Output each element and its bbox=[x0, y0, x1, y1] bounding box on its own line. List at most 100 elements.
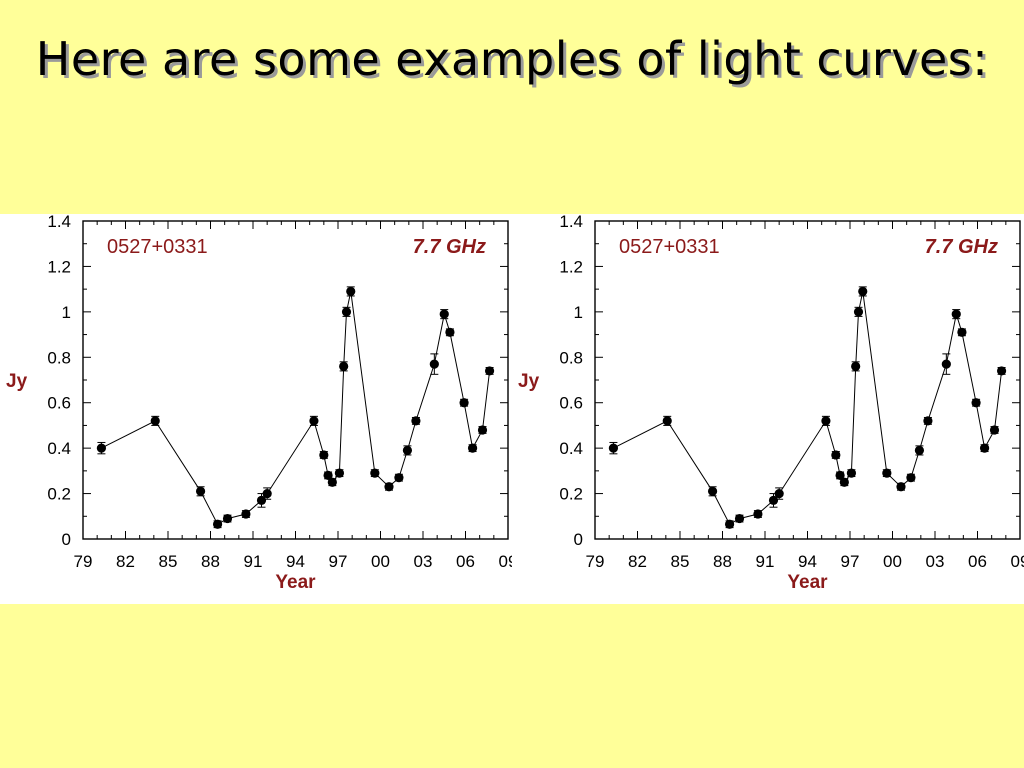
y-tick-label: 1.4 bbox=[47, 214, 71, 231]
data-point bbox=[971, 398, 981, 408]
y-tick-label: 0 bbox=[62, 530, 71, 549]
x-tick-label: 00 bbox=[371, 552, 390, 571]
data-point bbox=[319, 450, 329, 460]
data-point bbox=[262, 488, 272, 499]
x-tick-label: 88 bbox=[201, 552, 220, 571]
data-point bbox=[467, 443, 478, 453]
x-tick-label: 82 bbox=[628, 552, 647, 571]
data-point bbox=[839, 477, 849, 487]
x-tick-label: 06 bbox=[968, 552, 987, 571]
data-point bbox=[411, 416, 421, 426]
y-tick-label: 1 bbox=[62, 303, 71, 322]
source-label: 0527+0331 bbox=[619, 236, 720, 258]
data-point bbox=[914, 445, 925, 456]
data-point bbox=[774, 488, 784, 499]
x-tick-label: 85 bbox=[159, 552, 178, 571]
data-point bbox=[334, 468, 345, 478]
data-point bbox=[323, 470, 333, 480]
x-tick-label: 09 bbox=[1011, 552, 1024, 571]
data-point bbox=[853, 307, 864, 317]
data-point bbox=[906, 473, 916, 483]
data-point bbox=[256, 495, 267, 505]
data-point bbox=[394, 473, 404, 483]
data-point bbox=[402, 445, 413, 456]
x-axis-title: Year bbox=[275, 572, 316, 593]
x-tick-label: 91 bbox=[756, 552, 775, 571]
y-tick-label: 0.4 bbox=[47, 439, 71, 458]
data-point bbox=[989, 425, 1000, 435]
data-point bbox=[439, 309, 449, 319]
source-label: 0527+0331 bbox=[107, 236, 208, 258]
y-tick-label: 0.2 bbox=[559, 485, 583, 504]
data-point bbox=[477, 425, 488, 435]
x-tick-label: 03 bbox=[414, 552, 433, 571]
data-point bbox=[858, 286, 868, 297]
data-point bbox=[996, 366, 1007, 376]
data-point bbox=[882, 468, 892, 478]
series-line bbox=[101, 291, 491, 525]
y-tick-label: 0.2 bbox=[47, 485, 71, 504]
slide-title: Here are some examples of light curves: bbox=[35, 32, 989, 86]
x-tick-label: 79 bbox=[74, 552, 93, 571]
y-tick-label: 0 bbox=[574, 530, 583, 549]
data-point bbox=[941, 359, 951, 369]
x-tick-label: 82 bbox=[116, 552, 135, 571]
data-point bbox=[831, 450, 841, 460]
data-point bbox=[384, 482, 394, 492]
data-point bbox=[429, 359, 439, 369]
data-point bbox=[662, 416, 672, 426]
data-point bbox=[979, 443, 990, 453]
data-point bbox=[951, 309, 961, 319]
data-point bbox=[768, 495, 779, 505]
chart-panel: 79 82 85 88 91 94 97 00 03 06 09 0 0.2 0.4 0.6 0.8 1 1.2 1… bbox=[0, 214, 1024, 604]
x-tick-label: 97 bbox=[329, 552, 348, 571]
x-tick-label: 85 bbox=[671, 552, 690, 571]
x-tick-label: 03 bbox=[926, 552, 945, 571]
data-point bbox=[445, 327, 455, 337]
light-curve-chart-left: 79 82 85 88 91 94 97 00 03 06 09 0 0.2 0.4 0.6 0.8 1 1.2 1… bbox=[6, 214, 512, 593]
data-point bbox=[707, 486, 718, 496]
data-point bbox=[346, 286, 356, 297]
x-tick-label: 00 bbox=[883, 552, 902, 571]
x-tick-label: 88 bbox=[713, 552, 732, 571]
data-point bbox=[341, 307, 352, 317]
data-point bbox=[821, 416, 831, 426]
data-point bbox=[96, 443, 107, 453]
y-tick-label: 1.2 bbox=[559, 257, 583, 276]
x-tick-label: 79 bbox=[586, 552, 605, 571]
data-point bbox=[608, 443, 619, 453]
series-line bbox=[613, 291, 1003, 525]
y-tick-label: 0.6 bbox=[47, 394, 71, 413]
data-point bbox=[846, 468, 857, 478]
y-tick-label: 0.8 bbox=[559, 348, 583, 367]
data-point bbox=[923, 416, 933, 426]
frequency-label: 7.7 GHz bbox=[413, 236, 486, 258]
data-point bbox=[957, 327, 967, 337]
data-point bbox=[212, 519, 223, 529]
y-tick-label: 0.4 bbox=[559, 439, 583, 458]
y-tick-label: 0.8 bbox=[47, 348, 71, 367]
data-point bbox=[222, 513, 233, 524]
data-point bbox=[309, 416, 319, 426]
data-point bbox=[835, 470, 845, 480]
y-axis-title: Jy bbox=[518, 371, 540, 392]
data-point bbox=[896, 482, 906, 492]
plot-frame bbox=[594, 220, 1021, 540]
data-point bbox=[195, 486, 206, 496]
data-point bbox=[370, 468, 380, 478]
data-point bbox=[851, 361, 861, 371]
x-tick-label: 09 bbox=[499, 552, 512, 571]
data-point bbox=[734, 513, 745, 524]
x-tick-label: 94 bbox=[286, 552, 305, 571]
y-tick-label: 1.2 bbox=[47, 257, 71, 276]
frequency-label: 7.7 GHz bbox=[925, 236, 998, 258]
data-point bbox=[459, 398, 469, 408]
data-point bbox=[484, 366, 495, 376]
data-point bbox=[241, 509, 251, 519]
plot-frame bbox=[82, 220, 509, 540]
data-point bbox=[753, 509, 763, 519]
data-point bbox=[724, 519, 735, 529]
data-point bbox=[339, 361, 349, 371]
x-axis-title: Year bbox=[787, 572, 828, 593]
x-tick-label: 06 bbox=[456, 552, 475, 571]
